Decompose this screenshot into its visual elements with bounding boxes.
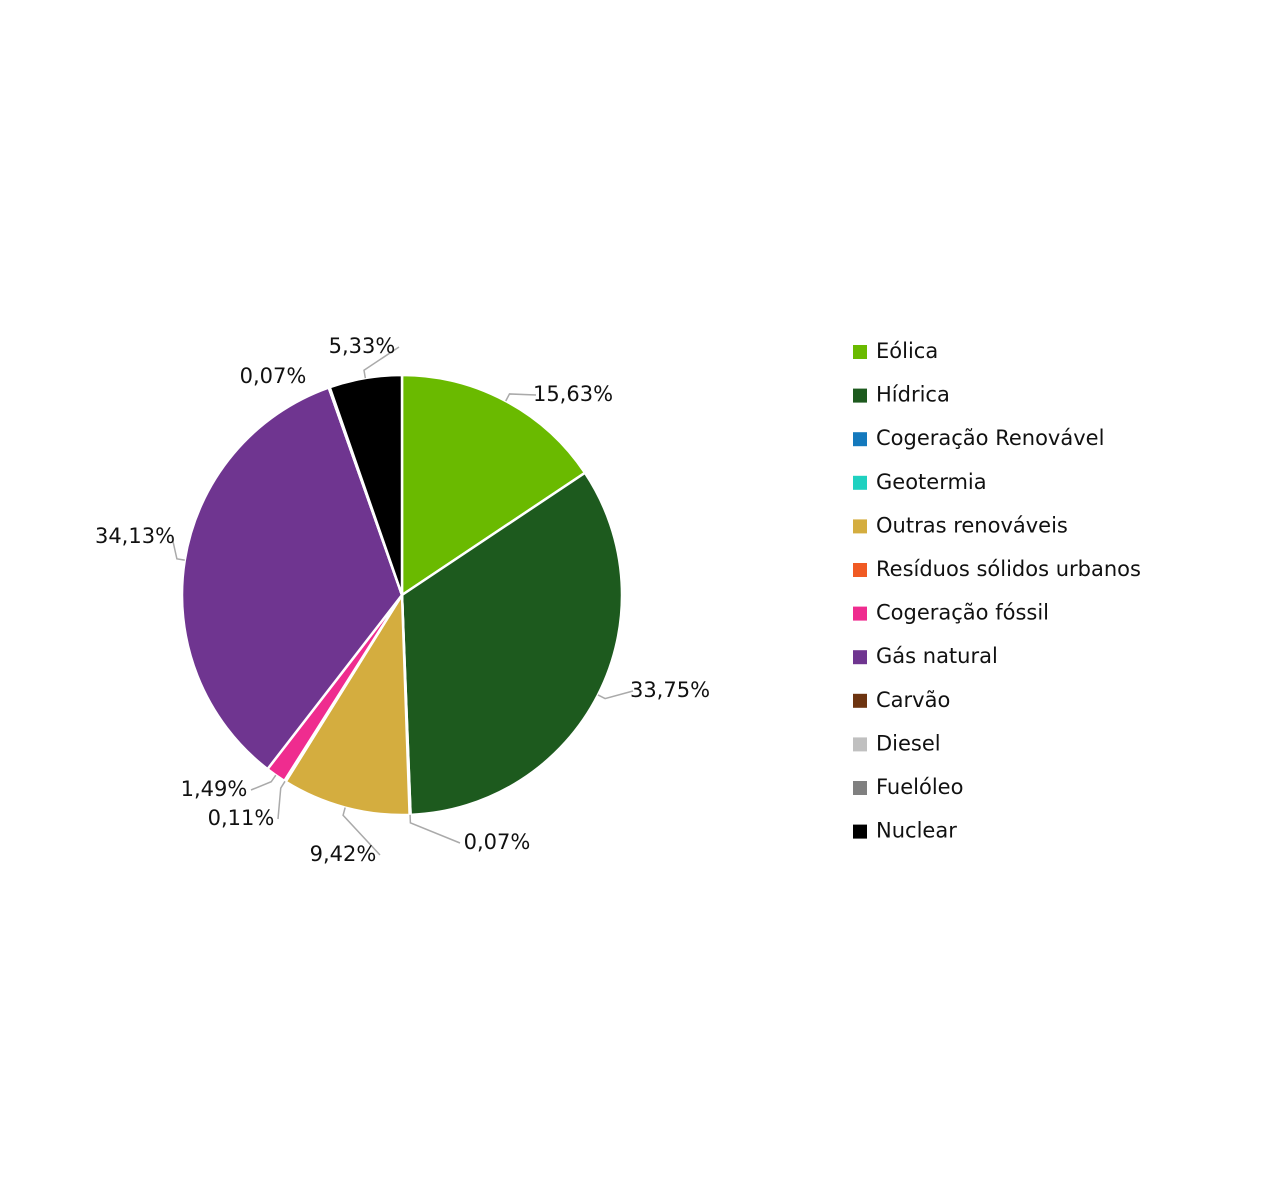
leader-line bbox=[277, 780, 286, 820]
legend-label: Carvão bbox=[876, 688, 950, 712]
legend-swatch bbox=[853, 737, 867, 752]
legend: Eólica Hídrica Cogeração Renovável Geotermi… bbox=[853, 339, 1141, 843]
legend-label: Nuclear bbox=[876, 819, 957, 843]
data-label: 5,33% bbox=[329, 334, 396, 358]
leader-line bbox=[250, 774, 277, 791]
leader-line bbox=[409, 814, 461, 844]
legend-label: Eólica bbox=[876, 339, 938, 363]
data-label: 1,49% bbox=[181, 777, 248, 801]
leader-line bbox=[597, 690, 634, 700]
legend-swatch bbox=[853, 781, 867, 795]
pie-slice bbox=[180, 385, 404, 771]
legend-label: Cogeração fóssil bbox=[876, 601, 1049, 625]
legend-swatch bbox=[853, 824, 867, 839]
legend-label: Gás natural bbox=[876, 644, 998, 668]
data-label: 0,11% bbox=[208, 806, 275, 830]
legend-swatch bbox=[853, 693, 867, 708]
legend-label: Outras renováveis bbox=[876, 513, 1068, 537]
legend-swatch bbox=[853, 606, 867, 621]
pie-slice bbox=[283, 590, 411, 817]
legend-label: Cogeração Renovável bbox=[876, 426, 1104, 450]
leader-line bbox=[505, 393, 537, 402]
legend-label: Geotermia bbox=[876, 470, 987, 494]
data-label: 33,75% bbox=[630, 678, 710, 702]
data-label: 34,13% bbox=[95, 524, 175, 548]
legend-label: Diesel bbox=[876, 731, 941, 755]
pie bbox=[180, 373, 624, 817]
data-label: 9,42% bbox=[310, 842, 377, 866]
legend-swatch bbox=[853, 519, 867, 534]
data-label: 15,63% bbox=[533, 382, 613, 406]
data-labels: 15,63% 33,75% 0,07% 9,42% 0,11% 1,49% 34,13% 0,… bbox=[95, 334, 710, 866]
legend-swatch bbox=[853, 345, 867, 359]
legend-swatch bbox=[853, 650, 867, 665]
data-label: 0,07% bbox=[240, 364, 307, 388]
leader-line bbox=[342, 807, 381, 856]
legend-label: Hídrica bbox=[876, 383, 950, 407]
legend-label: Resíduos sólidos urbanos bbox=[876, 557, 1141, 581]
legend-swatch bbox=[853, 388, 867, 403]
leader-line bbox=[171, 536, 185, 561]
legend-swatch bbox=[853, 432, 867, 447]
leader-line bbox=[363, 346, 400, 379]
legend-swatch bbox=[853, 563, 867, 577]
legend-label: Fuelóleo bbox=[876, 775, 963, 799]
data-label: 0,07% bbox=[464, 830, 531, 854]
legend-swatch bbox=[853, 475, 867, 490]
pie-slice bbox=[328, 373, 404, 596]
